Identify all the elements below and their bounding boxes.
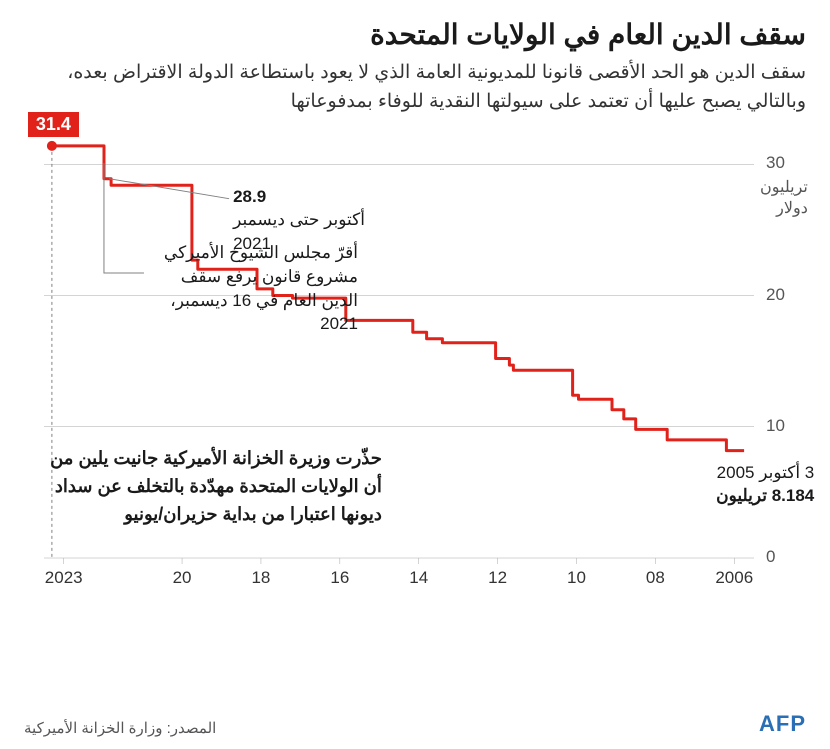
x-tick-label: 14 — [409, 568, 428, 588]
x-tick-label: 18 — [251, 568, 270, 588]
annotation-yellen-warning: حذّرت وزيرة الخزانة الأميركية جانيت يلين… — [42, 445, 382, 529]
afp-logo: AFP — [759, 711, 806, 737]
x-tick-label: 2023 — [45, 568, 83, 588]
debt-ceiling-line-chart — [24, 128, 806, 608]
data-source: المصدر: وزارة الخزانة الأميركية — [24, 719, 216, 737]
x-tick-label: 2006 — [715, 568, 753, 588]
y-tick-label: 30 — [766, 153, 796, 173]
y-tick-label: 10 — [766, 416, 796, 436]
chart-area: 31.4 تريليون دولار 28.9 أكتوبر حتى ديسمب… — [24, 128, 806, 608]
chart-subtitle: سقف الدين هو الحد الأقصى قانونا للمديوني… — [24, 59, 806, 116]
x-tick-label: 12 — [488, 568, 507, 588]
x-tick-label: 20 — [173, 568, 192, 588]
y-tick-label: 0 — [766, 547, 796, 567]
y-tick-label: 20 — [766, 285, 796, 305]
y-axis-unit: تريليون دولار — [760, 178, 808, 220]
chart-title: سقف الدين العام في الولايات المتحدة — [24, 18, 806, 51]
annotation-senate-bill: أقرّ مجلس الشيوخ الأميركي مشروع قانون ير… — [148, 241, 358, 336]
annotation-start-point: 3 أكتوبر 2005 8.184 تريليون — [674, 461, 814, 509]
chart-footer: AFP المصدر: وزارة الخزانة الأميركية — [24, 711, 806, 737]
x-tick-label: 08 — [646, 568, 665, 588]
x-tick-label: 10 — [567, 568, 586, 588]
x-tick-label: 16 — [330, 568, 349, 588]
latest-value-badge: 31.4 — [28, 112, 79, 137]
